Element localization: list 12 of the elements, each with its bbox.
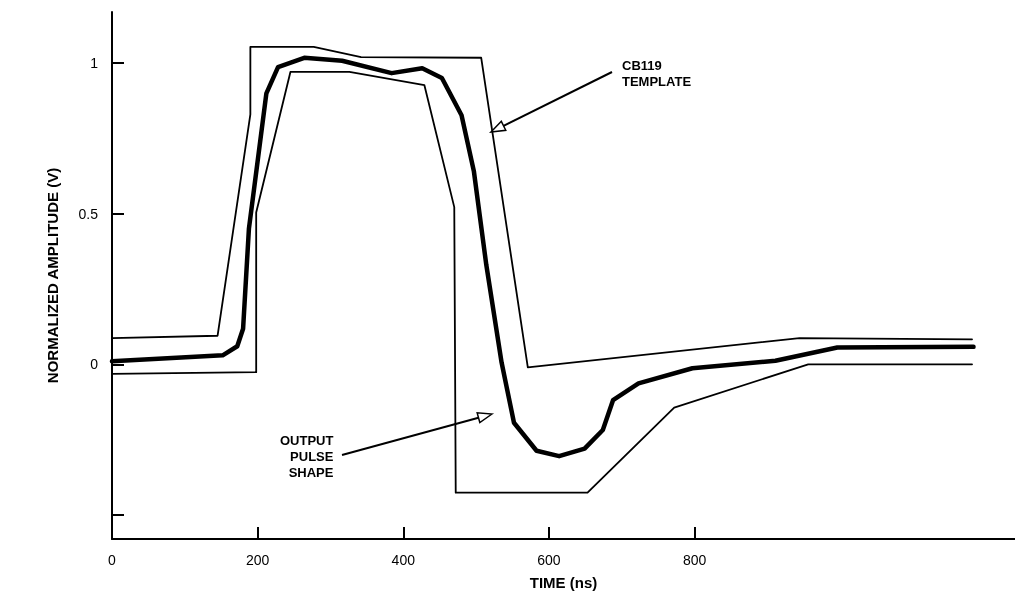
annotation: OUTPUT PULSE SHAPE	[280, 433, 334, 481]
x-tick-label: 600	[537, 552, 561, 568]
y-tick-label: 1	[90, 55, 99, 72]
x-tick-label: 800	[682, 552, 707, 568]
y-axis-title: NORMALIZED AMPLITUDE (V)	[44, 167, 61, 384]
x-tick-label: 0	[108, 552, 117, 568]
y-tick-label: 0.5	[78, 205, 99, 222]
x-tick-label: 400	[391, 552, 416, 568]
x-tick-label: 200	[245, 552, 270, 568]
x-axis-title: TIME (ns)	[529, 574, 598, 591]
annotation: CB119 TEMPLATE	[622, 58, 692, 90]
y-tick-label: 0	[90, 356, 99, 373]
